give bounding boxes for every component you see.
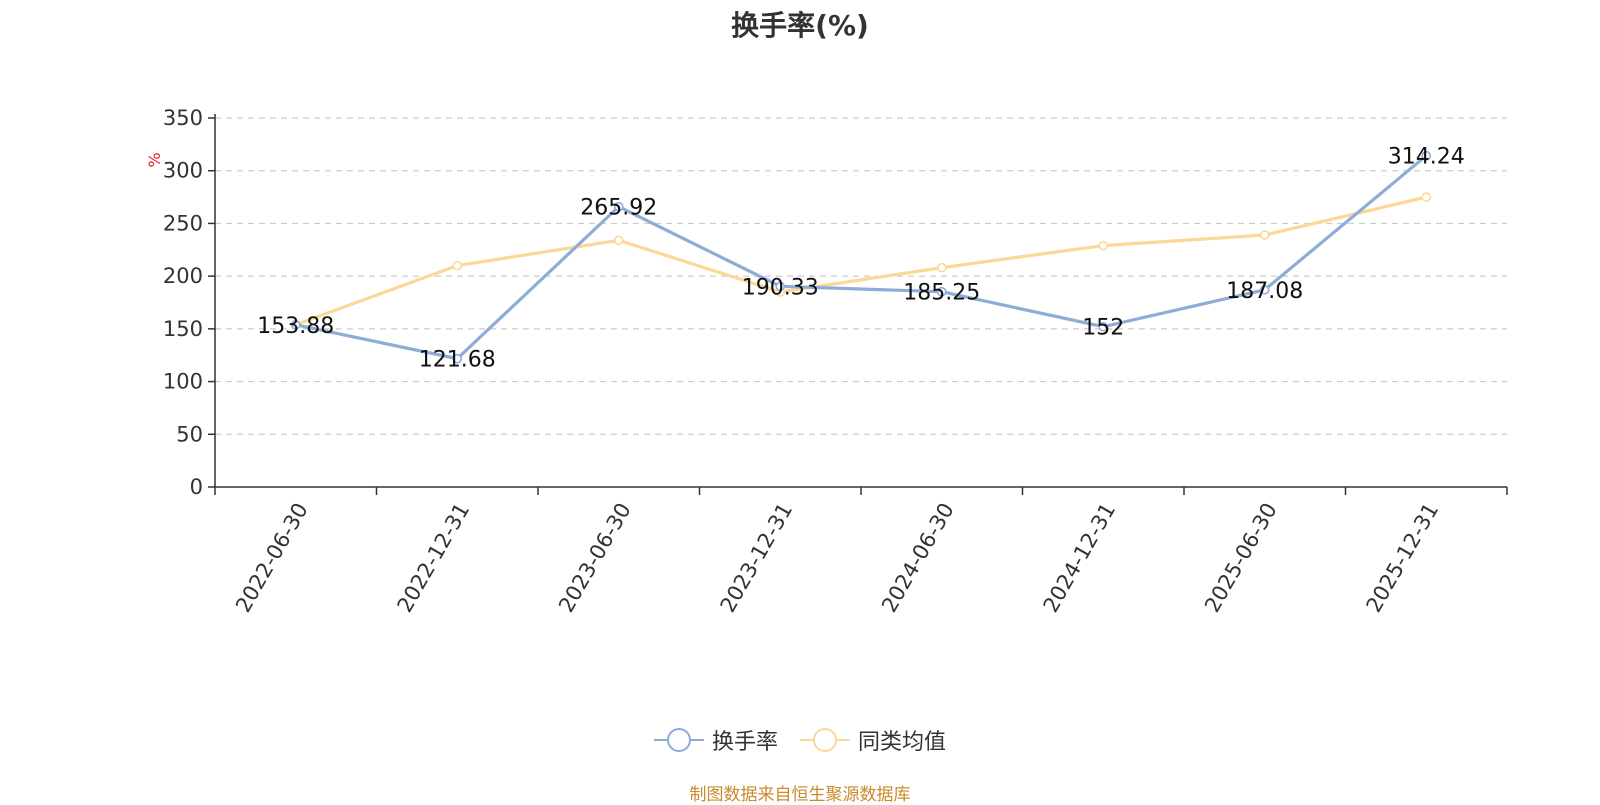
data-label: 187.08 <box>1226 279 1303 304</box>
series-1-point <box>1098 240 1109 251</box>
legend-item-1[interactable]: 同类均值 <box>800 724 946 756</box>
y-tick-label: 50 <box>176 422 203 446</box>
legend-line-marker-icon <box>800 728 850 752</box>
series-1-point <box>1259 230 1270 240</box>
series-0-point <box>1098 321 1109 332</box>
series-0-point <box>936 286 947 297</box>
x-tick-label: 2023-06-30 <box>554 499 636 617</box>
data-label: 153.88 <box>257 314 334 339</box>
x-tick-label: 2025-06-30 <box>1200 499 1282 617</box>
series-1-point <box>1421 192 1432 202</box>
data-label: 152 <box>1082 316 1124 341</box>
series-lines <box>290 150 1432 364</box>
data-labels: 153.88 121.68 265.92 190.33 185.25 152 187.08 3… <box>257 145 1464 373</box>
legend-line-marker-icon <box>653 728 704 752</box>
y-tick-label: 200 <box>163 264 203 288</box>
series-0-point <box>452 353 463 364</box>
source-note: 制图数据来自恒生聚源数据库 <box>689 785 911 805</box>
y-tick-label: 350 <box>163 106 203 130</box>
grid-lines <box>215 117 1507 435</box>
legend: 换手率 同类均值 <box>0 724 1600 756</box>
x-tick-label: 2023-12-31 <box>716 499 798 617</box>
series-0-point <box>613 201 624 212</box>
series-0-point <box>290 319 301 330</box>
series-line-0 <box>295 154 1428 361</box>
series-1-point <box>613 235 624 246</box>
data-label: 185.25 <box>903 281 980 306</box>
y-tick-label: 100 <box>163 370 203 394</box>
x-tick-label: 2024-12-31 <box>1039 499 1121 617</box>
y-tick-label: 250 <box>163 211 203 235</box>
axes: 0 50 100 150 200 250 300 350% 2022-06-30 2022-12-… <box>145 106 1508 617</box>
series-1-point <box>936 262 947 273</box>
legend-item-0[interactable]: 换手率 <box>653 724 778 756</box>
data-label: 265.92 <box>580 196 657 221</box>
x-tick-label: 2025-12-31 <box>1362 499 1444 617</box>
x-tick-label: 2024-06-30 <box>877 499 959 617</box>
chart-title: 换手率(%) <box>731 9 869 42</box>
y-tick-label: 150 <box>163 317 203 341</box>
series-0-point <box>1259 284 1270 295</box>
x-tick-label: 2022-12-31 <box>393 499 475 617</box>
data-label: 314.24 <box>1388 145 1465 170</box>
y-axis-unit: % <box>145 152 164 167</box>
series-line-1 <box>295 195 1427 327</box>
series-0-point <box>1421 150 1432 161</box>
series-0-point <box>775 281 786 292</box>
data-label: 121.68 <box>419 348 496 373</box>
series-1-point <box>452 260 463 271</box>
y-tick-label: 300 <box>163 159 203 183</box>
legend-label: 换手率 <box>711 730 778 755</box>
data-label: 190.33 <box>742 275 819 300</box>
y-tick-label: 0 <box>190 475 203 499</box>
legend-label: 同类均值 <box>858 730 947 755</box>
x-tick-label: 2022-06-30 <box>231 499 313 617</box>
